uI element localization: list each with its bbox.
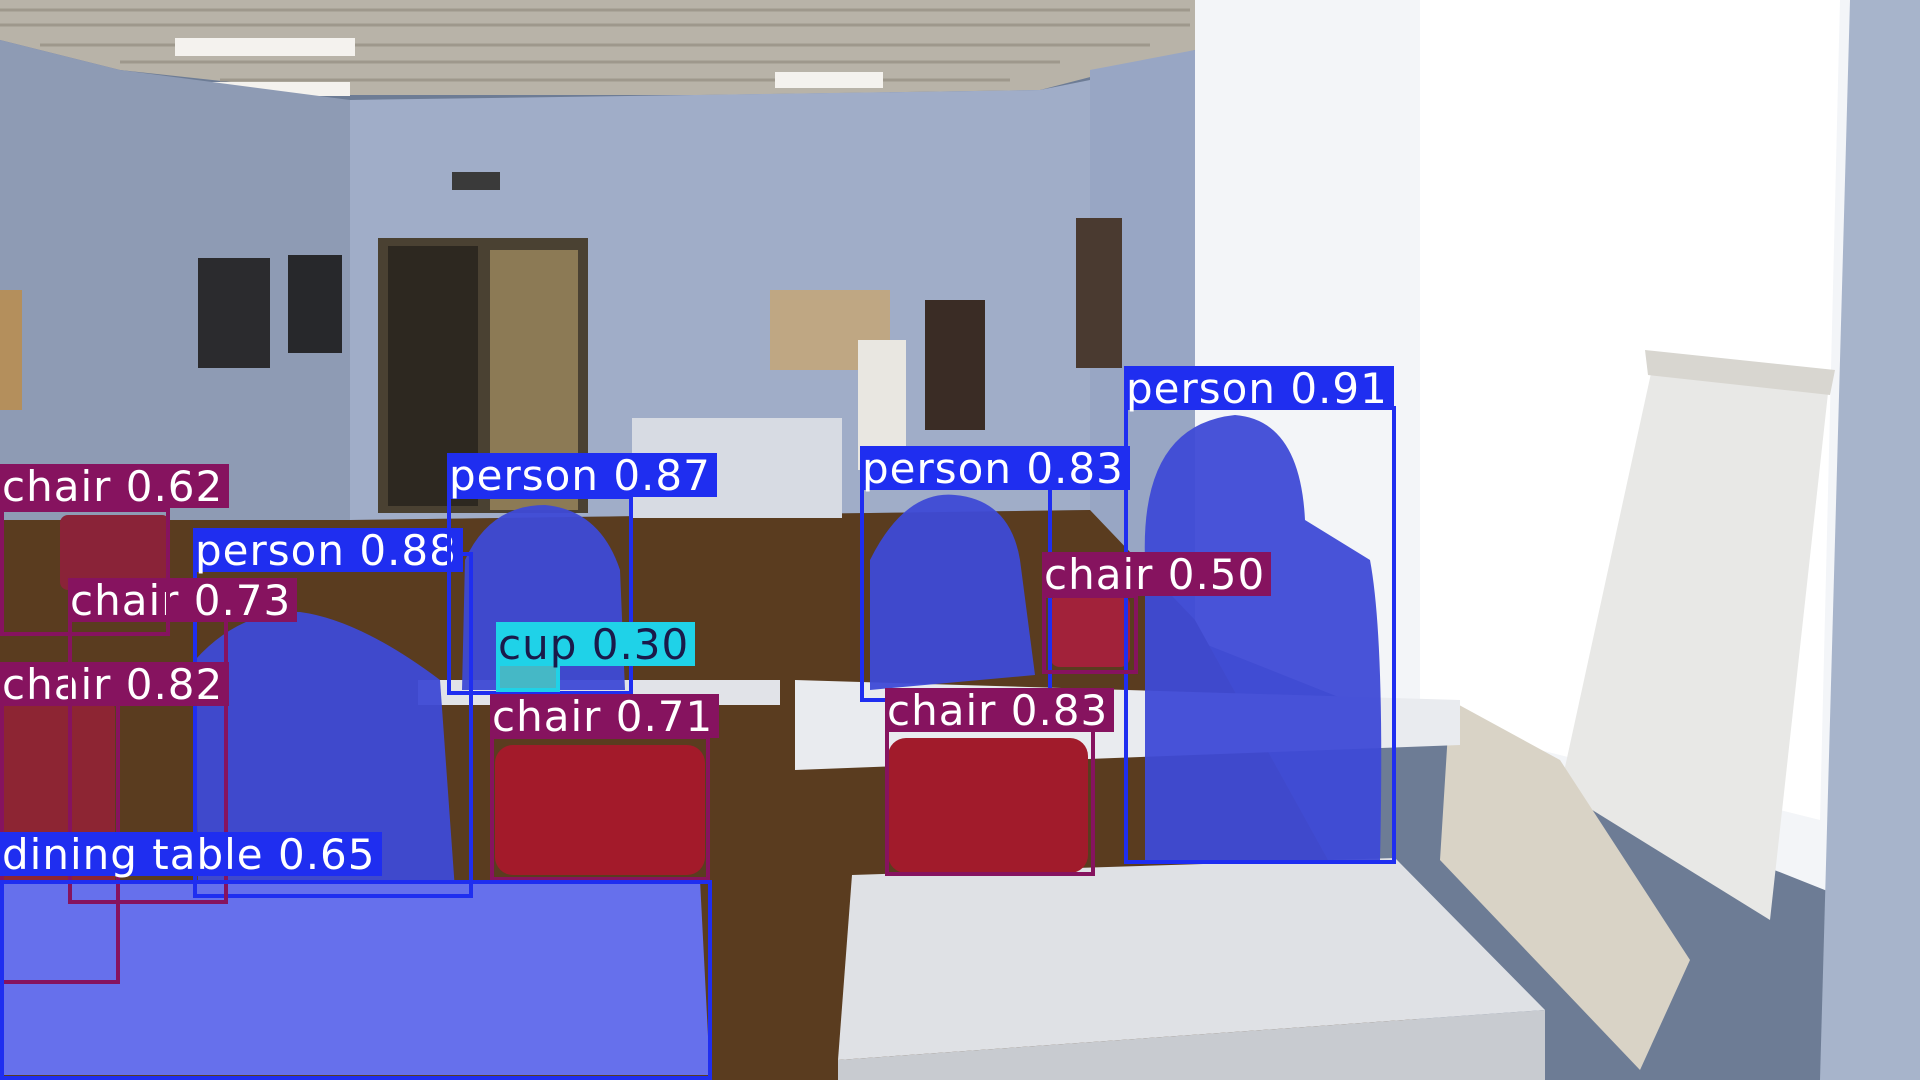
flipchart <box>1560 355 1830 920</box>
person-bbox <box>447 495 633 695</box>
wall-picture <box>288 255 342 353</box>
dining-table-mask <box>0 880 710 1075</box>
chair-bbox <box>0 508 170 636</box>
person-label: person 0.88 <box>193 528 463 574</box>
person-mask-center <box>870 494 1035 690</box>
left-wall <box>0 40 350 560</box>
person-mask-right <box>1144 415 1382 860</box>
cup-mask <box>496 663 556 688</box>
coffee-machine <box>925 300 985 430</box>
red-chair <box>1050 595 1130 667</box>
ceiling-light <box>775 72 883 88</box>
chair-label: chair 0.71 <box>490 694 720 740</box>
ceiling-light <box>175 38 355 56</box>
front-table <box>838 858 1545 1060</box>
person-label: person 0.87 <box>447 453 717 499</box>
far-right-wall <box>1820 0 1920 1080</box>
chair-label: chair 0.50 <box>1042 552 1272 598</box>
person-label: person 0.83 <box>860 446 1130 492</box>
person-bbox <box>1124 406 1396 864</box>
poster <box>1076 218 1122 368</box>
red-chair <box>495 745 705 875</box>
cup-label: cup 0.30 <box>496 622 696 668</box>
exit-sign <box>452 172 500 190</box>
dining-table-bbox <box>0 880 712 1080</box>
chair-bbox <box>490 735 710 881</box>
person-mask-front-left <box>195 611 455 890</box>
person-label: person 0.91 <box>1124 366 1394 412</box>
dining-table-label: dining table 0.65 <box>0 832 382 878</box>
red-chair <box>888 738 1088 873</box>
person-bbox <box>860 486 1052 702</box>
wall-picture <box>0 290 22 410</box>
radiator <box>1440 700 1690 1070</box>
chair-bbox <box>885 728 1095 876</box>
chair-bbox <box>1042 594 1138 674</box>
chair-label: chair 0.73 <box>68 578 298 624</box>
chair-label: chair 0.83 <box>885 688 1115 734</box>
chair-label: chair 0.82 <box>0 662 230 708</box>
wall-picture <box>198 258 270 368</box>
chair-label: chair 0.62 <box>0 464 230 510</box>
red-chair <box>60 515 170 590</box>
